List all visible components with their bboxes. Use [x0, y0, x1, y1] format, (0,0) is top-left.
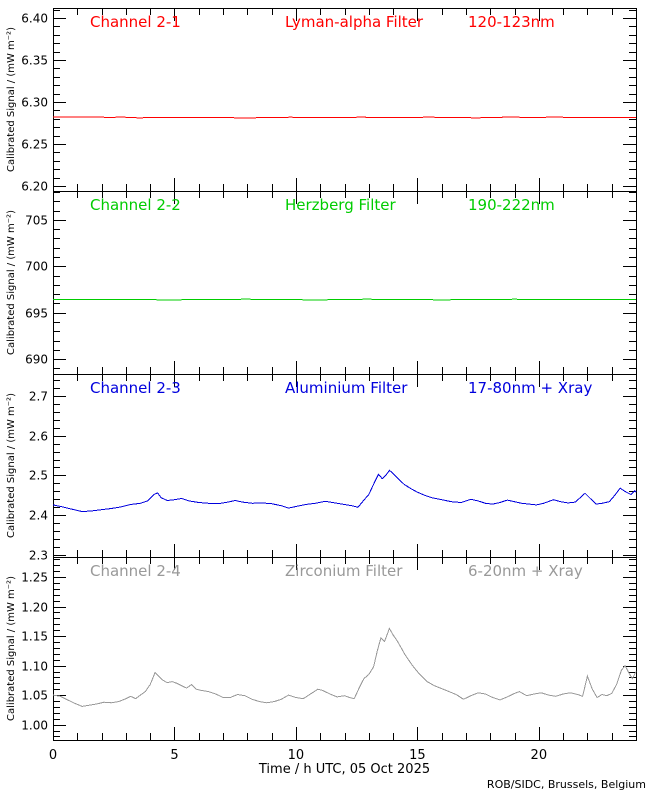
y-tick-label: 6.30 [21, 96, 48, 110]
panel-3-band-label: 17-80nm + Xray [468, 379, 593, 397]
y-tick-label: 6.35 [21, 54, 48, 68]
y-tick-label: 2.6 [29, 430, 48, 444]
y-tick-label: 1.00 [21, 719, 48, 733]
panel-2-filter-label: Herzberg Filter [285, 196, 396, 214]
x-tick-label: 5 [170, 748, 178, 763]
x-tick-label: 20 [531, 748, 548, 763]
panel-4-filter-label: Zirconium Filter [285, 562, 403, 580]
series-line-channel-2-2 [52, 298, 637, 301]
panel-4-title-row: Channel 2-4 Zirconium Filter 6-20nm + Xr… [0, 563, 650, 581]
y-axis-label: Calibrated Signal / (mW m⁻²) [6, 27, 17, 172]
panel-1-filter-label: Lyman-alpha Filter [285, 13, 424, 31]
y-tick-label: 2.5 [29, 469, 48, 483]
panel-3-title-row: Channel 2-3 Aluminium Filter 17-80nm + X… [0, 380, 650, 398]
y-tick-label: 700 [25, 260, 48, 274]
y-tick-label: 690 [25, 353, 48, 367]
y-tick-label: 1.15 [21, 630, 48, 644]
x-tick-label: 10 [288, 748, 305, 763]
series-line-channel-2-1 [52, 116, 637, 119]
series-line-channel-2-4 [52, 627, 637, 707]
panel-3: 2.3 2.4 2.5 2.6 2.7 Calibrated Signal / (mW m… [6, 374, 637, 563]
y-tick-label: 6.40 [21, 12, 48, 26]
panel-2-band-label: 190-222nm [468, 196, 555, 214]
y-tick-label: 705 [25, 214, 48, 228]
y-tick-label: 6.20 [21, 180, 48, 194]
y-tick-label: 2.4 [29, 509, 48, 523]
panel-3-channel-label: Channel 2-3 [90, 379, 181, 397]
y-tick-label: 695 [25, 307, 48, 321]
panel-1-band-label: 120-123nm [468, 13, 555, 31]
y-tick-label: 6.25 [21, 138, 48, 152]
panel-1-title-row: Channel 2-1 Lyman-alpha Filter 120-123nm [0, 14, 650, 32]
y-axis-label: Calibrated Signal / (mW m⁻²) [6, 210, 17, 355]
panel-1-channel-label: Channel 2-1 [90, 13, 181, 31]
x-tick-label: 15 [409, 748, 426, 763]
x-tick-label: 0 [49, 748, 57, 763]
panel-3-filter-label: Aluminium Filter [285, 379, 408, 397]
y-tick-label: 1.10 [21, 660, 48, 674]
panel-4-channel-label: Channel 2-4 [90, 562, 181, 580]
y-axis-label: Calibrated Signal / (mW m⁻²) [6, 393, 17, 538]
y-tick-label: 1.20 [21, 601, 48, 615]
panel-2: 690 695 700 705 Calibrated Signal / (mW m⁻²) [6, 191, 637, 375]
panel-2-channel-label: Channel 2-2 [90, 196, 181, 214]
panel-4-band-label: 6-20nm + Xray [468, 562, 583, 580]
panel-1: 6.20 6.25 6.30 6.35 6.40 Calibrated Signal / … [6, 8, 637, 194]
panel-4: 1.00 1.05 1.10 1.15 1.20 1.25 Calibrated Signa… [6, 557, 637, 741]
panel-2-title-row: Channel 2-2 Herzberg Filter 190-222nm [0, 197, 650, 215]
y-axis-label: Calibrated Signal / (mW m⁻²) [6, 576, 17, 721]
y-tick-label: 2.7 [29, 390, 48, 404]
series-line-channel-2-3 [52, 469, 637, 513]
y-tick-label: 1.05 [21, 689, 48, 703]
y-tick-label: 2.3 [29, 549, 48, 563]
credit-text: ROB/SIDC, Brussels, Belgium [486, 778, 646, 791]
x-axis-ticks: 0 5 10 15 20 [49, 748, 547, 763]
x-axis-label: Time / h UTC, 05 Oct 2025 [258, 762, 431, 777]
y-tick-label: 1.25 [21, 571, 48, 585]
